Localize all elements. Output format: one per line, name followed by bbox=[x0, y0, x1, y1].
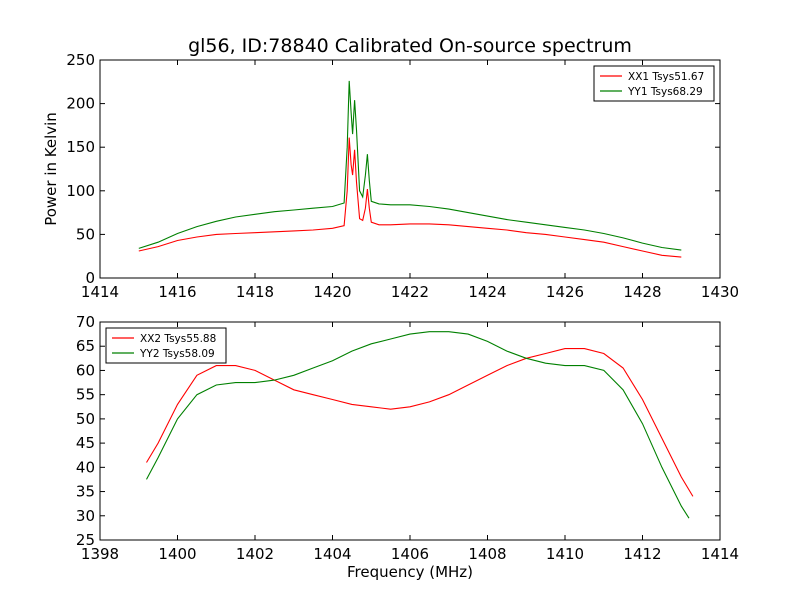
x-tick-label: 1414 bbox=[701, 545, 739, 563]
top-plot: 1414 1416 1418 1420 1422 1424 1426 1428 1430 0 50 1… bbox=[66, 51, 739, 301]
y-tick-label: 200 bbox=[66, 95, 95, 113]
legend-0: XX1 Tsys51.67 YY1 Tsys68.29 bbox=[593, 65, 715, 102]
y-tick-label: 0 bbox=[85, 269, 95, 287]
legend-1: XX2 Tsys55.88 YY2 Tsys58.09 bbox=[105, 327, 227, 364]
x-tick-label: 1406 bbox=[391, 545, 429, 563]
x-tick-label: 1426 bbox=[546, 283, 584, 301]
y-tick-label: 45 bbox=[76, 434, 95, 452]
x-tick-label: 1428 bbox=[623, 283, 661, 301]
y-tick-label: 50 bbox=[76, 410, 95, 428]
x-tick-label: 1412 bbox=[623, 545, 661, 563]
legend-label: YY1 Tsys68.29 bbox=[627, 86, 703, 98]
y-tick-label: 25 bbox=[76, 531, 95, 549]
x-tick-label: 1420 bbox=[313, 283, 351, 301]
y-tick-label: 250 bbox=[66, 51, 95, 69]
x-tick-label: 1416 bbox=[158, 283, 196, 301]
x-tick-label: 1408 bbox=[468, 545, 506, 563]
x-tick-label: 1400 bbox=[158, 545, 196, 563]
y-tick-label: 65 bbox=[76, 337, 95, 355]
legend-box bbox=[593, 65, 715, 102]
y-tick-label: 55 bbox=[76, 386, 95, 404]
y-tick-label: 60 bbox=[76, 361, 95, 379]
series-line-1-0 bbox=[146, 348, 694, 497]
y-tick-label: 40 bbox=[76, 458, 95, 476]
x-tick-label: 1414 bbox=[81, 283, 119, 301]
x-tick-label: 1430 bbox=[701, 283, 739, 301]
y-tick-label: 70 bbox=[76, 313, 95, 331]
y-tick-label: 30 bbox=[76, 507, 95, 525]
y-tick-label: 35 bbox=[76, 483, 95, 501]
legend-box bbox=[105, 327, 227, 364]
chart-title: gl56, ID:78840 Calibrated On-source spec… bbox=[188, 35, 632, 57]
series-line-0-0 bbox=[138, 137, 682, 258]
series-line-1-1 bbox=[146, 331, 690, 519]
x-tick-label: 1410 bbox=[546, 545, 584, 563]
x-tick-label: 1398 bbox=[81, 545, 119, 563]
legend-label: XX2 Tsys55.88 bbox=[140, 333, 216, 345]
series-line-0-1 bbox=[138, 80, 682, 251]
legend-label: XX1 Tsys51.67 bbox=[628, 71, 704, 83]
y-tick-label: 100 bbox=[66, 182, 95, 200]
x-tick-label: 1404 bbox=[313, 545, 351, 563]
legend-label: YY2 Tsys58.09 bbox=[139, 348, 215, 360]
x-tick-label: 1418 bbox=[236, 283, 274, 301]
x-tick-label: 1424 bbox=[468, 283, 506, 301]
y-tick-label: 50 bbox=[76, 225, 95, 243]
y-axis-label: Power in Kelvin bbox=[42, 112, 60, 226]
bottom-plot: 1398 1400 1402 1404 1406 1408 1410 1412 1414 25 30… bbox=[76, 313, 739, 563]
x-tick-label: 1402 bbox=[236, 545, 274, 563]
x-tick-label: 1422 bbox=[391, 283, 429, 301]
y-tick-label: 150 bbox=[66, 138, 95, 156]
x-axis-label: Frequency (MHz) bbox=[347, 563, 473, 581]
